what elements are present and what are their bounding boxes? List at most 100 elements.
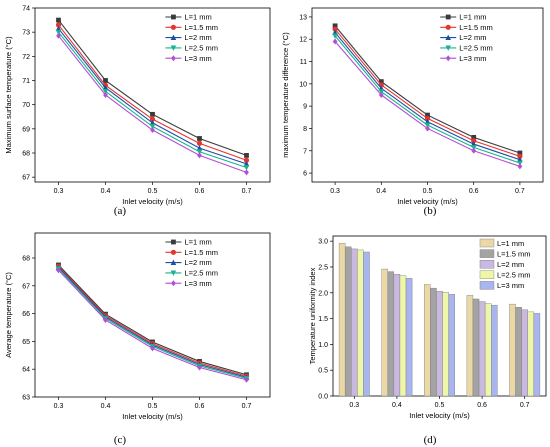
- data-point: [197, 136, 202, 141]
- legend-label: L=3 mm: [497, 281, 524, 290]
- series-1: [56, 262, 249, 378]
- data-point: [517, 163, 523, 170]
- data-point: [243, 160, 250, 167]
- y-tick-label: 2.0: [318, 290, 328, 297]
- y-tick-label: 70: [22, 102, 30, 109]
- bar: [344, 246, 352, 397]
- legend-label: L=1 mm: [497, 239, 524, 248]
- series-line: [58, 28, 247, 165]
- bar: [363, 251, 370, 397]
- series-5: [332, 38, 523, 170]
- data-point: [378, 89, 385, 95]
- x-axis-label: Inlet velocity (m/s): [122, 197, 183, 206]
- x-tick-label: 0.5: [423, 188, 433, 195]
- data-point: [56, 17, 61, 23]
- legend-label: L=2.5 mm: [184, 44, 218, 53]
- series-2: [55, 22, 250, 163]
- panel-caption: (c): [114, 434, 127, 446]
- bar: [393, 273, 401, 397]
- legend-swatch: [479, 270, 495, 279]
- data-point: [425, 125, 430, 132]
- legend-label: L=2 mm: [184, 33, 211, 42]
- chart-panel-b: 0.3 0.4 0.5 0.6 0.7 6 7 8 9 10 11 12 13 Inlet velocit…: [281, 7, 544, 217]
- chart-panel-a: 0.3 0.4 0.5 0.6 0.7 67 68 69 70 71 72 73 74 Inlet vel…: [4, 6, 271, 217]
- bar: [424, 284, 431, 397]
- x-tick-label: 0.7: [515, 188, 525, 195]
- bar: [357, 249, 364, 397]
- legend-label: L=1 mm: [459, 13, 486, 22]
- y-tick-label: 10: [299, 81, 307, 88]
- legend-label: L=1.5 mm: [184, 248, 218, 257]
- data-point: [378, 92, 384, 98]
- legend: L=1 mmL=1.5 mmL=2 mm L=2.5 mmL=3 mm: [440, 13, 493, 63]
- bar: [466, 295, 474, 397]
- bar: [405, 278, 413, 397]
- bar: [430, 287, 437, 397]
- data-point: [243, 157, 250, 163]
- x-tick-label: 0.5: [148, 403, 158, 410]
- legend-label: L=1.5 mm: [459, 23, 493, 32]
- y-tick-label: 68: [22, 256, 30, 263]
- bar: [399, 275, 407, 397]
- legend-label: L=1 mm: [184, 13, 211, 22]
- data-point: [149, 119, 156, 126]
- data-point: [150, 111, 155, 117]
- y-tick-label: 8: [303, 126, 307, 133]
- legend-label: L=1 mm: [184, 238, 211, 247]
- data-point: [197, 152, 202, 159]
- data-point: [332, 38, 338, 45]
- y-tick-label: 12: [299, 37, 307, 44]
- data-point: [196, 149, 203, 155]
- legend-swatch-marker: [445, 24, 451, 30]
- series-3: [55, 25, 250, 167]
- data-point: [244, 376, 249, 383]
- chart-panel-d: 0.0 0.5 1.0 1.5 2.0 2.5 3.0 0.3 0.4 0.5 0.6 0.7 Inle…: [308, 235, 547, 446]
- legend-swatch: [479, 260, 495, 269]
- data-point: [332, 33, 338, 39]
- data-point: [517, 150, 523, 156]
- legend-swatch-marker: [445, 45, 452, 51]
- legend-swatch-marker: [171, 239, 176, 245]
- y-tick-label: 69: [22, 126, 30, 133]
- bar: [436, 291, 443, 397]
- y-tick-label: 0.5: [318, 368, 328, 375]
- legend-label: L=2.5 mm: [459, 44, 493, 53]
- bar: [484, 303, 492, 397]
- data-point: [471, 134, 477, 140]
- x-tick-label: 0.3: [54, 188, 64, 195]
- legend-label: L=2.5 mm: [497, 271, 531, 280]
- legend-label: L=1.5 mm: [184, 23, 218, 32]
- legend-swatch-marker: [445, 55, 451, 62]
- y-axis-label: Temperature uniformity index: [308, 267, 317, 364]
- series-4: [55, 266, 250, 382]
- data-point: [471, 138, 477, 144]
- series-line: [58, 269, 247, 381]
- y-tick-label: 3.0: [318, 239, 328, 246]
- series-4: [332, 33, 523, 167]
- x-tick-label: 0.4: [392, 402, 402, 409]
- y-tick-label: 67: [22, 175, 30, 182]
- legend-swatch-marker: [445, 14, 451, 20]
- series-line: [58, 31, 247, 169]
- y-axis-label: Average temperature (°C): [4, 272, 13, 358]
- data-point: [149, 124, 156, 130]
- y-tick-label: 1.0: [318, 342, 328, 349]
- series-3: [332, 29, 523, 163]
- y-tick-label: 67: [22, 283, 30, 290]
- y-tick-label: 73: [22, 30, 30, 37]
- data-point: [56, 32, 61, 39]
- y-tick-label: 1.5: [318, 316, 328, 323]
- legend: L=1 mmL=1.5 mmL=2 mm L=2.5 mmL=3 mm: [165, 13, 218, 63]
- y-tick-label: 72: [22, 54, 30, 61]
- data-point: [517, 153, 523, 159]
- y-axis-label: maximum temperature difference (°C): [281, 32, 290, 158]
- data-point: [471, 147, 477, 154]
- x-tick-label: 0.5: [435, 402, 445, 409]
- legend-swatch-marker: [170, 249, 177, 255]
- panel-caption: (d): [424, 434, 437, 446]
- legend-swatch: [479, 281, 495, 290]
- legend-swatch-marker: [170, 259, 177, 265]
- data-point: [149, 116, 156, 122]
- legend-swatch-marker: [170, 45, 177, 51]
- bar: [381, 268, 388, 397]
